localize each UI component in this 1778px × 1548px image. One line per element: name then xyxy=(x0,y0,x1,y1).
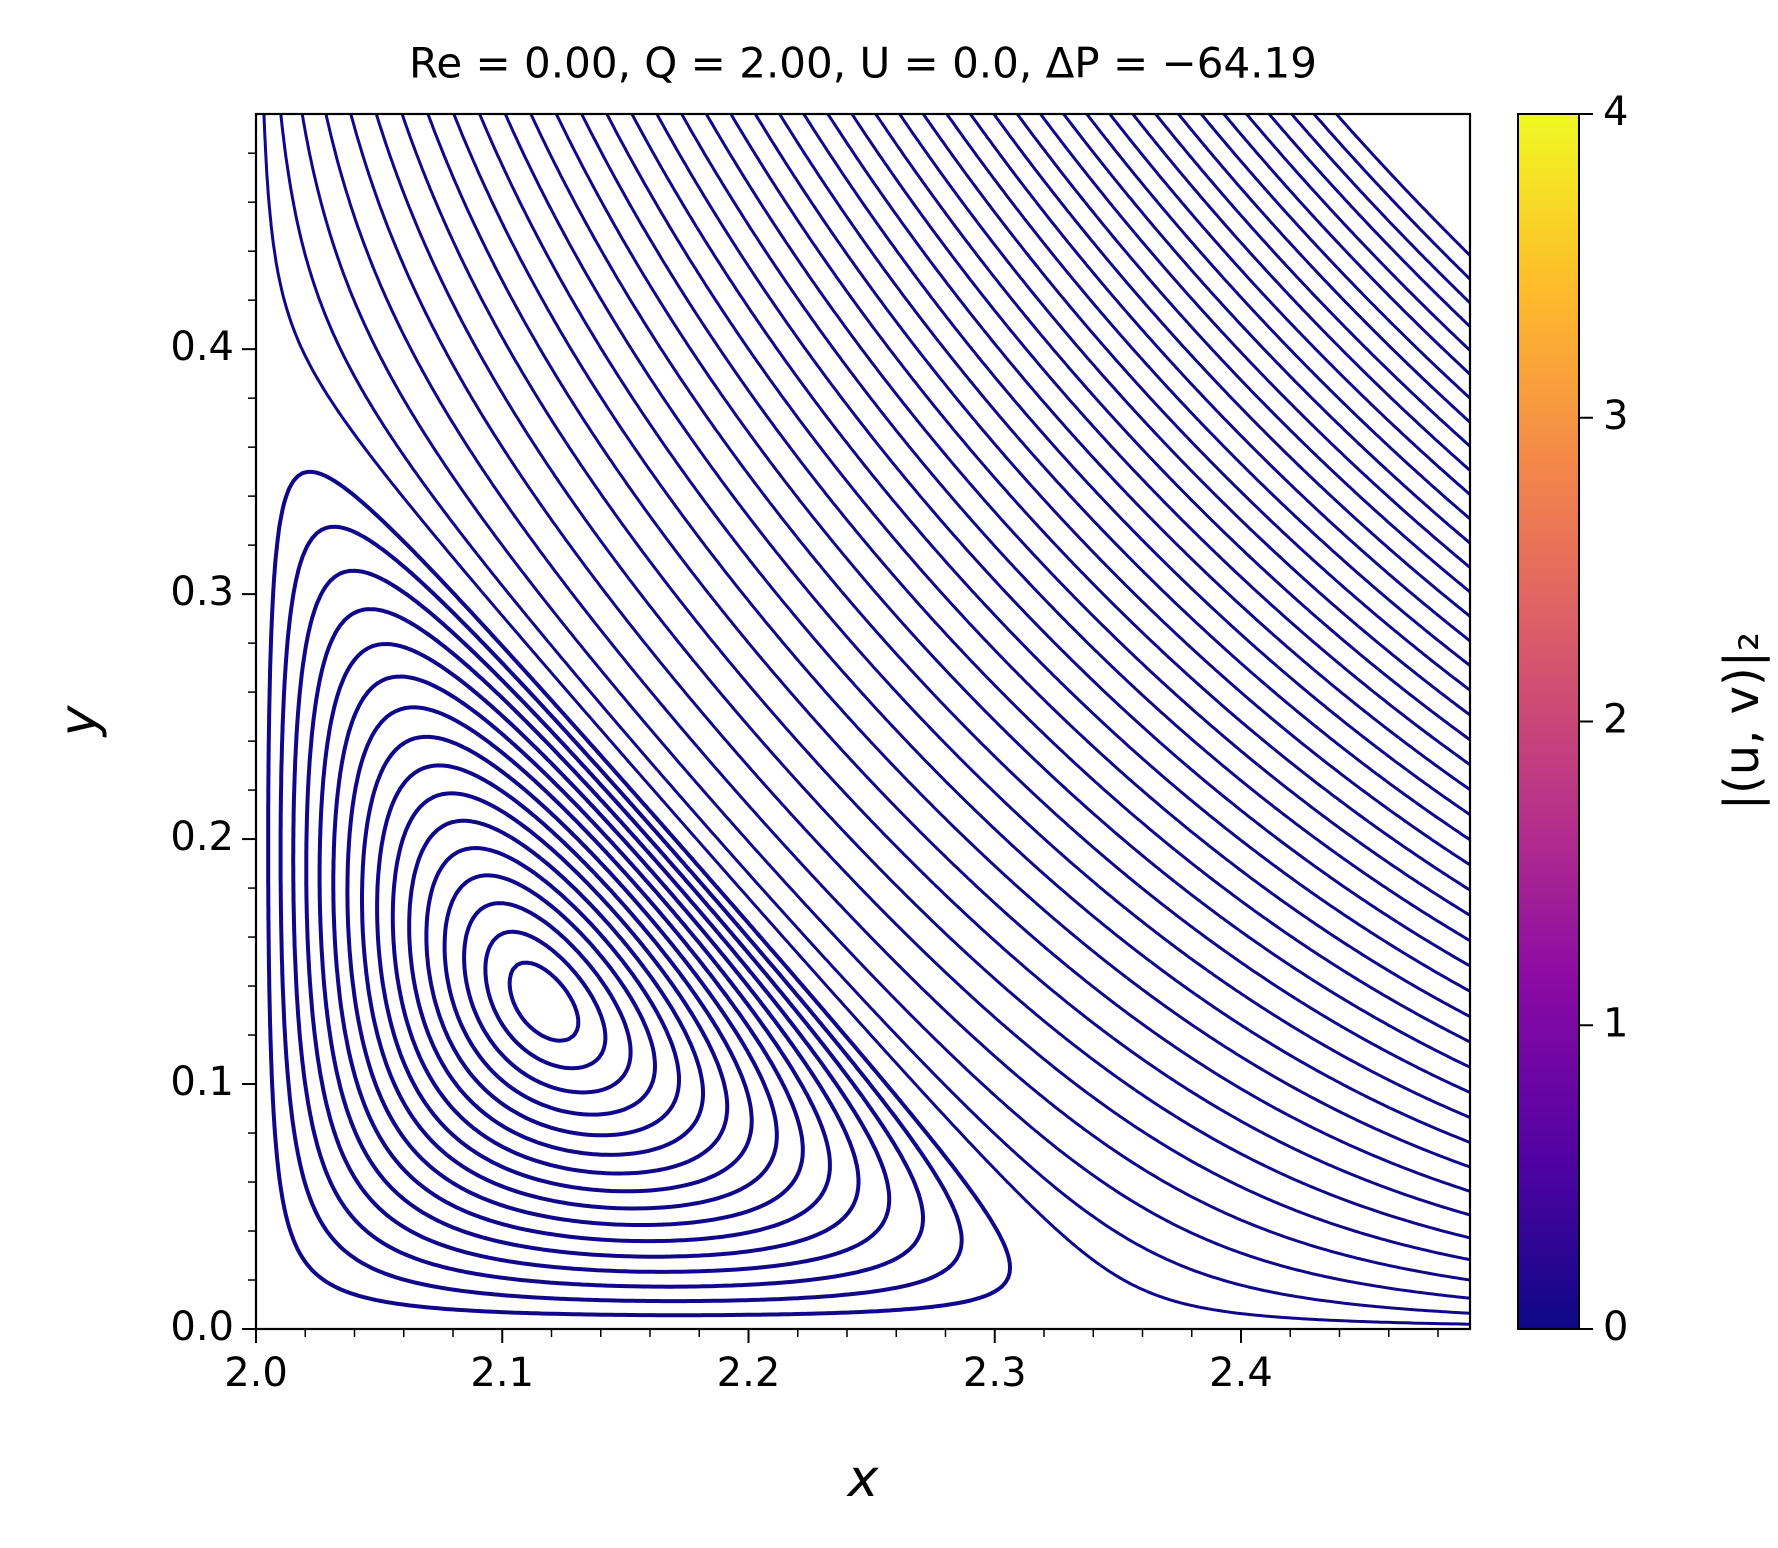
y-axis-label: y xyxy=(49,704,109,738)
streamline xyxy=(992,114,1470,618)
colorbar-label: |(u, v)|₂ xyxy=(1714,632,1770,810)
streamline xyxy=(390,791,730,1176)
y-tick-label: 0.4 xyxy=(170,324,234,370)
x-tick-label: 2.0 xyxy=(224,1350,288,1396)
streamline xyxy=(291,568,925,1289)
streamline xyxy=(503,114,1470,1119)
y-tick-label: 0.1 xyxy=(170,1059,234,1105)
streamline xyxy=(826,114,1470,792)
streamline xyxy=(462,901,633,1095)
x-tick-label: 2.3 xyxy=(963,1350,1027,1396)
streamline xyxy=(580,114,1470,1044)
streamline xyxy=(279,114,1470,1315)
streamline xyxy=(278,524,964,1304)
streamline xyxy=(554,114,1470,1069)
streamline xyxy=(529,114,1470,1094)
x-tick-label: 2.2 xyxy=(717,1350,781,1396)
streamline xyxy=(324,114,1470,1282)
streamline xyxy=(1245,114,1470,352)
streamline xyxy=(898,114,1470,717)
streamline xyxy=(300,114,1470,1300)
streamline xyxy=(452,114,1470,1169)
streamline xyxy=(400,114,1470,1217)
chart-title: Re = 0.00, Q = 2.00, U = 0.0, ΔP = −64.1… xyxy=(409,39,1317,88)
colorbar-tick-label: 1 xyxy=(1603,1000,1628,1046)
streamline xyxy=(655,114,1470,968)
streamline xyxy=(426,114,1470,1193)
streamline xyxy=(630,114,1470,993)
colorbar-tick-label: 0 xyxy=(1603,1304,1628,1350)
streamline xyxy=(345,705,805,1227)
streamline xyxy=(483,929,608,1071)
streamline xyxy=(1199,114,1470,400)
streamline xyxy=(360,734,779,1211)
streamline xyxy=(331,674,832,1244)
streamline xyxy=(1222,114,1470,376)
x-tick-label: 2.1 xyxy=(470,1350,534,1396)
colorbar-tick-label: 4 xyxy=(1603,89,1628,135)
streamline xyxy=(317,642,861,1259)
streamline xyxy=(442,873,657,1117)
streamline xyxy=(1108,114,1470,497)
streamline xyxy=(753,114,1470,867)
streamline xyxy=(507,960,581,1043)
streamline xyxy=(874,114,1470,742)
colorbar-tick-label: 3 xyxy=(1603,393,1628,439)
streamline xyxy=(968,114,1470,643)
streamline xyxy=(349,114,1470,1262)
y-tick-label: 0.3 xyxy=(170,569,234,615)
streamline xyxy=(374,114,1470,1240)
streamline xyxy=(802,114,1470,817)
streamline xyxy=(375,763,754,1194)
streamline xyxy=(1085,114,1470,521)
streamline xyxy=(1267,114,1470,329)
streamline xyxy=(704,114,1470,917)
axes-frame xyxy=(254,112,1472,1331)
streamline xyxy=(304,607,892,1274)
streamline xyxy=(680,114,1470,943)
streamline xyxy=(1176,114,1470,424)
streamline xyxy=(424,846,681,1138)
x-tick-label: 2.4 xyxy=(1209,1350,1273,1396)
streamline xyxy=(262,114,1470,1326)
colorbar xyxy=(1517,113,1580,1330)
y-tick-label: 0.0 xyxy=(170,1304,234,1350)
y-tick-label: 0.2 xyxy=(170,814,234,860)
x-axis-label: x xyxy=(846,1449,880,1509)
streamline xyxy=(1062,114,1470,545)
colorbar-tick-label: 2 xyxy=(1603,697,1628,743)
streamline xyxy=(266,469,1012,1318)
streamline xyxy=(407,818,705,1157)
